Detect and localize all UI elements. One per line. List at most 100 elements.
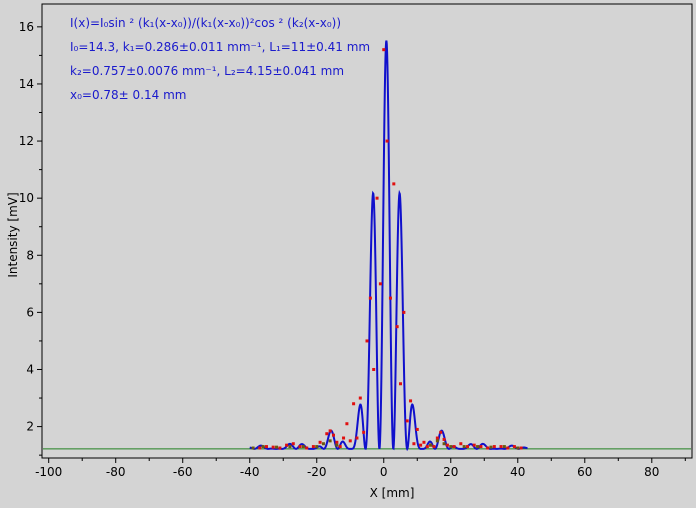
data-point [432,445,436,449]
data-point [388,296,392,300]
data-point [492,445,496,449]
data-point [301,445,305,449]
x-tick-label: 80 [644,465,659,479]
data-point [519,446,523,450]
data-point [348,439,352,443]
data-point [442,442,446,446]
y-tick-label: 4 [26,362,34,376]
data-point [486,446,490,450]
x-tick-label: -100 [35,465,62,479]
x-tick-label: 0 [380,465,388,479]
data-point [365,339,369,343]
data-point [298,445,302,449]
fit-params-line-1: I₀=14.3, k₁=0.286±0.011 mm⁻¹, L₁=11±0.41… [70,40,370,54]
data-point [412,442,416,446]
data-point [378,282,382,286]
data-point [435,436,439,440]
x-tick-label: 60 [577,465,592,479]
data-point [261,445,265,449]
x-tick-label: 40 [510,465,525,479]
data-point [311,445,315,449]
plot-area [41,3,693,459]
data-point [278,446,282,450]
y-tick-label: 8 [26,248,34,262]
data-point [288,445,292,449]
annotation-layer: I(x)=I₀sin ² (k₁(x-x₀))/(k₁(x-x₀))²cos ²… [70,16,370,102]
data-point [512,445,516,449]
data-point [442,437,446,441]
data-point [462,445,466,449]
data-point [355,436,359,440]
data-point [305,446,309,450]
data-point [285,443,289,447]
data-point [318,440,322,444]
x-tick-label: -80 [106,465,126,479]
data-point [345,422,349,426]
data-point [331,433,335,437]
x-tick-label: -20 [307,465,327,479]
data-point [328,439,332,443]
data-point [315,445,319,449]
data-point [352,402,356,406]
x-tick-label: 20 [443,465,458,479]
data-point [328,429,332,433]
data-point [335,443,339,447]
data-point [472,443,476,447]
data-point [372,367,376,371]
data-point [405,419,409,423]
y-axis-title: Intensity [mV] [6,192,20,277]
data-point [422,440,426,444]
data-point [425,445,429,449]
data-point [502,445,506,449]
data-point [291,442,295,446]
fit-curve [249,40,528,452]
data-point [452,445,456,449]
data-point [368,296,372,300]
data-point [335,440,339,444]
data-point [399,382,403,386]
data-point [271,445,275,449]
data-point [429,443,433,447]
data-point [264,445,268,449]
y-tick-label: 10 [19,191,34,205]
data-point [506,446,510,450]
data-point [275,445,279,449]
data-point [419,443,423,447]
fit-layer [249,40,528,452]
data-point [375,196,379,200]
data-point [439,430,443,434]
data-point [415,427,419,431]
data-point [449,445,453,449]
y-tick-label: 12 [19,134,34,148]
y-tick-label: 14 [19,77,34,91]
y-tick-label: 6 [26,305,34,319]
data-point [258,446,262,450]
x-axis-title: X [mm] [370,486,415,500]
axis-layer: -100 -80 -60 -40 -20 0 20 40 60 80 2 4 6 8 10 12 14 16 [19,20,686,479]
y-tick-label: 2 [26,420,34,434]
data-point [251,446,255,450]
data-point [358,396,362,400]
data-point [321,442,325,446]
fit-params-line-2: k₂=0.757±0.0076 mm⁻¹, L₂=4.15±0.041 mm [70,64,344,78]
data-point [382,48,386,52]
data-point [338,445,342,449]
fit-params-line-3: x₀=0.78± 0.14 mm [70,88,186,102]
data-point [392,182,396,186]
data-point [325,432,329,436]
y-tick-label: 16 [19,20,34,34]
data-point [395,325,399,329]
data-point [362,430,366,434]
x-tick-label: -60 [173,465,193,479]
data-point [459,442,463,446]
data-point [479,445,483,449]
data-point [385,139,389,143]
data-point [466,445,470,449]
data-point [435,439,439,443]
data-point [342,436,346,440]
data-point [402,310,406,314]
data-point [499,445,503,449]
data-point [445,443,449,447]
